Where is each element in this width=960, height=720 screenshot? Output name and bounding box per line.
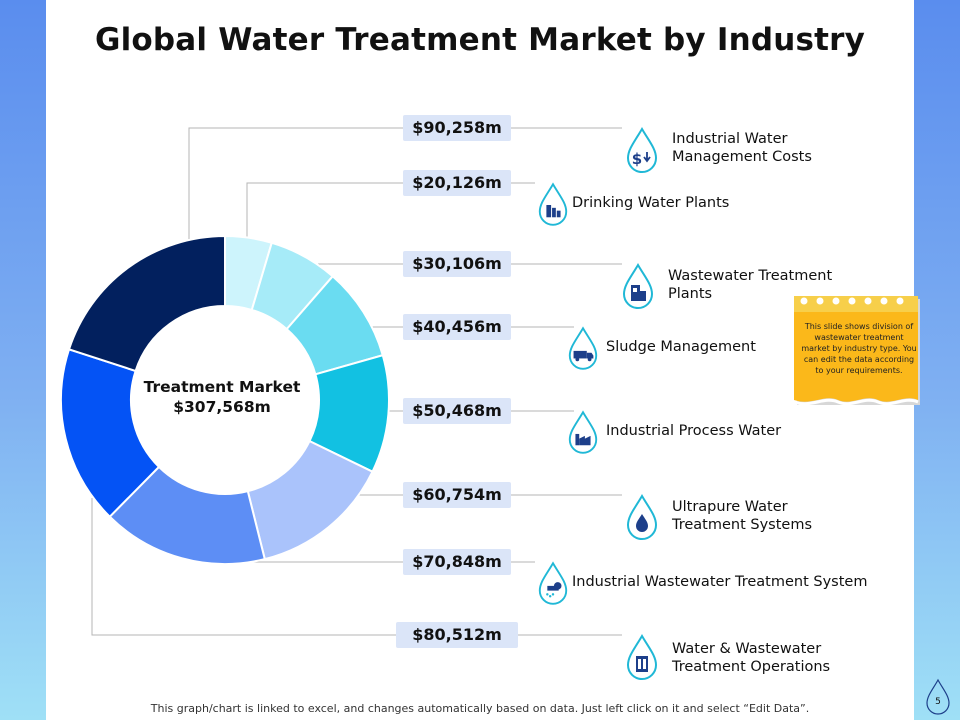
value-label: $90,258m [403, 115, 511, 141]
value-label: $80,512m [396, 622, 518, 648]
donut-hole [142, 317, 308, 483]
page-title: Global Water Treatment Market by Industr… [94, 22, 866, 58]
pipe-icon [538, 561, 568, 605]
left-decor-band [0, 0, 46, 720]
footer-note: This graph/chart is linked to excel, and… [150, 702, 810, 715]
value-label: $60,754m [403, 482, 511, 508]
truck-icon [568, 326, 598, 370]
right-decor-band [914, 0, 960, 720]
page-number-drop-icon [926, 678, 950, 715]
segment-label: Wastewater Treatment Plants [668, 268, 833, 302]
dollar-icon: $ [626, 127, 658, 173]
segment-label: Drinking Water Plants [572, 195, 730, 211]
building-icon [538, 182, 568, 226]
svg-text:$: $ [632, 150, 642, 168]
center-label-total: $307,568m [173, 398, 271, 416]
segment-label: Sludge Management [606, 339, 756, 355]
value-label: $50,468m [403, 398, 511, 424]
plant-icon [568, 410, 598, 454]
sticky-note [794, 296, 920, 406]
value-label: $70,848m [403, 549, 511, 575]
donut-slice-8[interactable] [67, 234, 226, 373]
segment-label: Ultrapure Water Treatment Systems [672, 499, 813, 533]
segment-label: Industrial Process Water [606, 423, 782, 439]
factory-icon [622, 263, 654, 309]
drop-icon [626, 494, 658, 540]
tank-icon [626, 634, 658, 680]
segment-label: Industrial Wastewater Treatment System [572, 574, 868, 590]
value-label: $40,456m [403, 314, 511, 340]
center-label-title: Treatment Market [143, 378, 301, 396]
page-number: 5 [935, 697, 941, 707]
center-label: Treatment Market $307,568m [143, 377, 301, 417]
note-text: This slide shows division of wastewater … [801, 322, 917, 375]
value-label: $30,106m [403, 251, 511, 277]
segment-label: Water & Wastewater Treatment Operations [672, 641, 831, 675]
segment-label: Industrial Water Management Costs [672, 131, 812, 165]
value-label: $20,126m [403, 170, 511, 196]
